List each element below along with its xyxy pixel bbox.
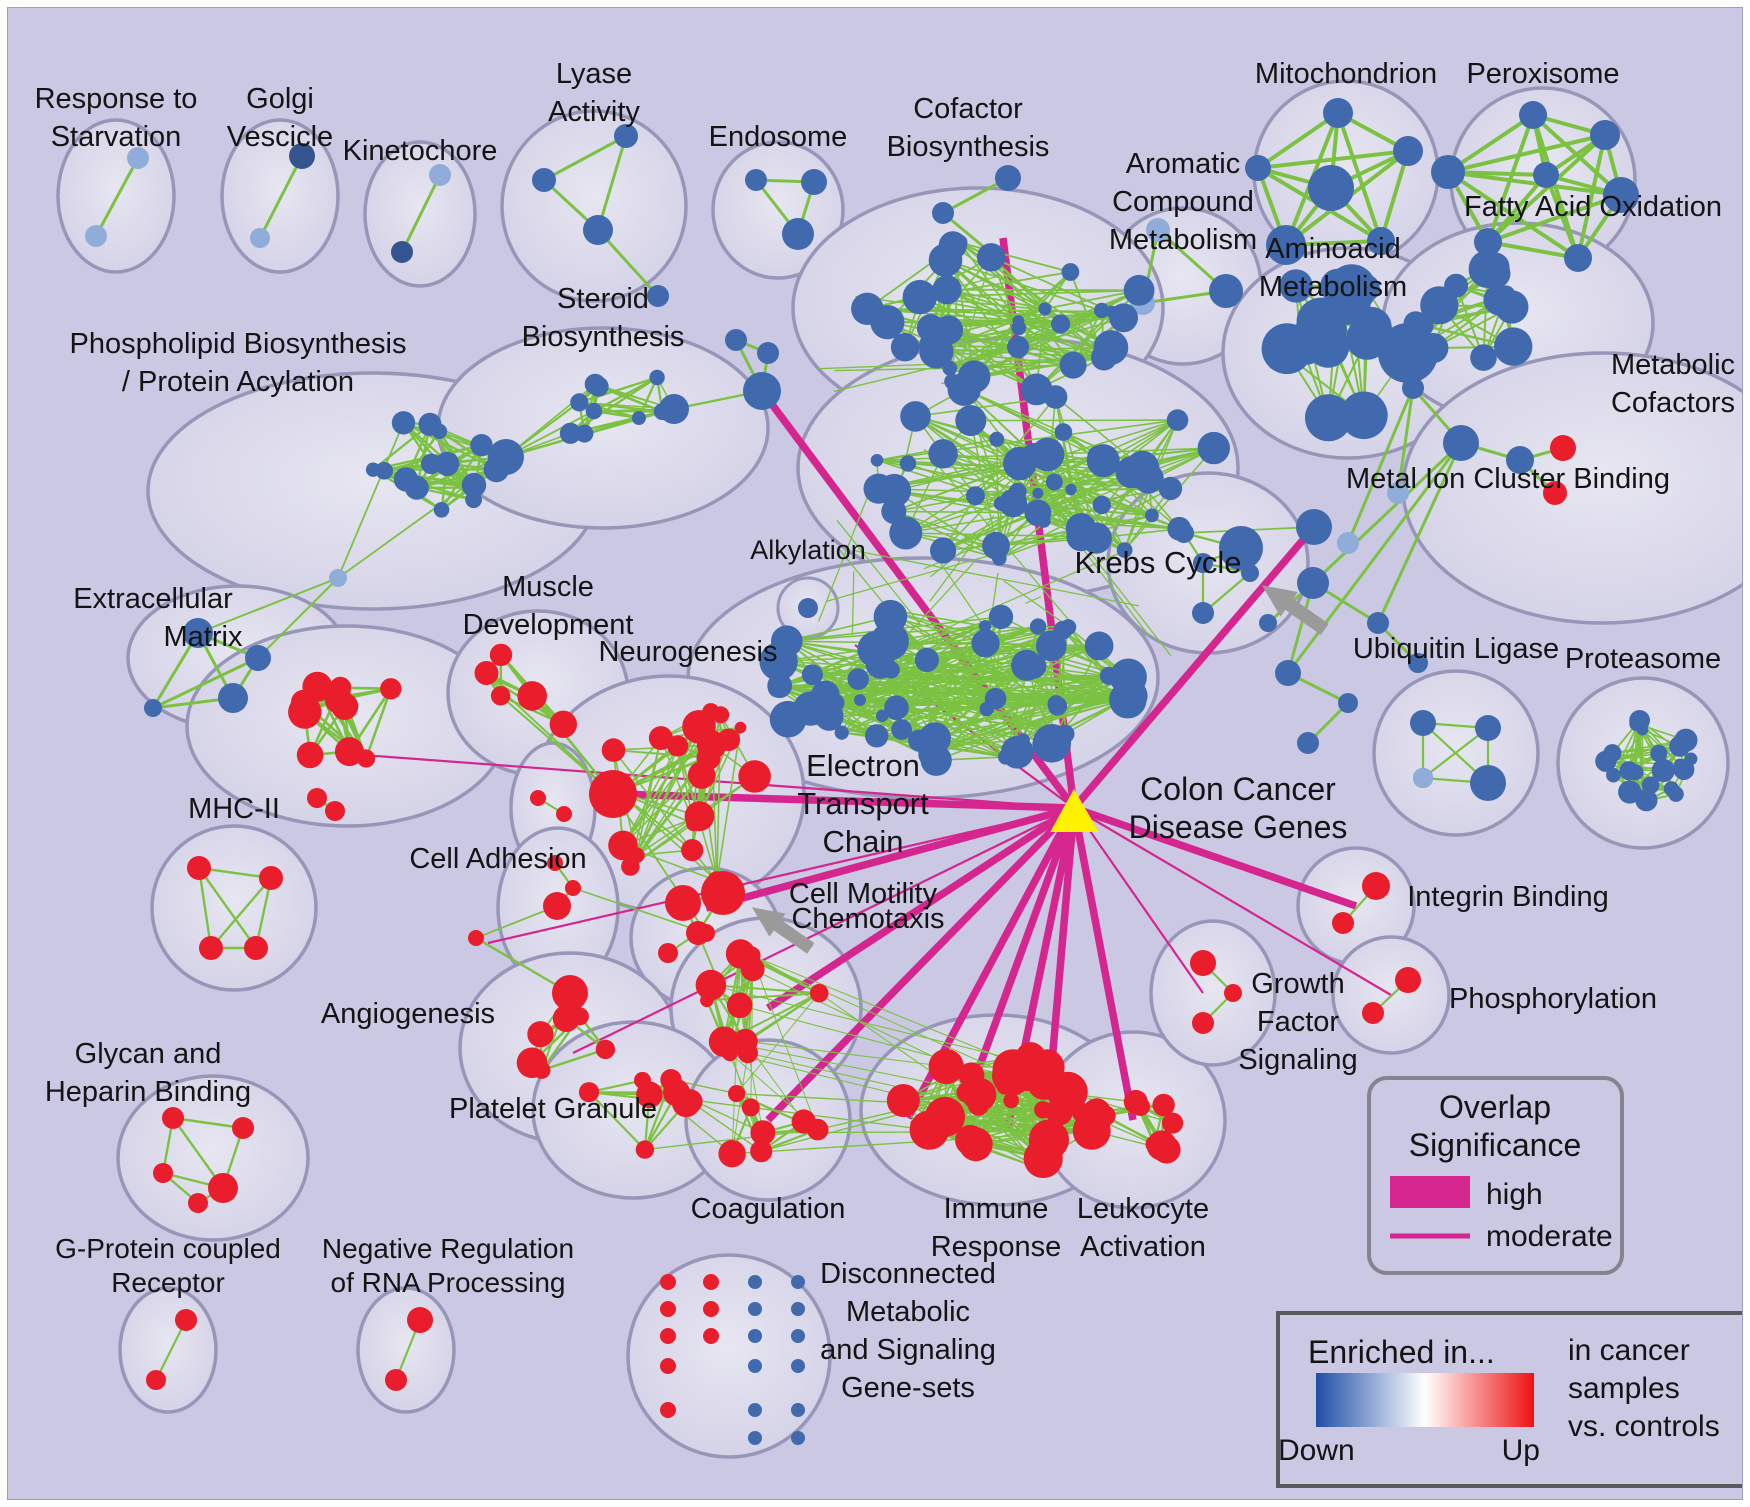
svg-text:Fatty Acid Oxidation: Fatty Acid Oxidation (1464, 191, 1722, 223)
svg-text:Kinetochore: Kinetochore (343, 135, 498, 167)
svg-text:Transport: Transport (797, 786, 929, 821)
svg-text:Matrix: Matrix (164, 621, 243, 653)
svg-text:Platelet Granule: Platelet Granule (449, 1093, 657, 1125)
svg-text:Disconnected: Disconnected (820, 1258, 996, 1290)
svg-text:Immune: Immune (944, 1193, 1049, 1225)
svg-text:Metal Ion Cluster Binding: Metal Ion Cluster Binding (1346, 463, 1670, 495)
svg-text:Chemotaxis: Chemotaxis (791, 903, 944, 935)
svg-text:Biosynthesis: Biosynthesis (522, 321, 685, 353)
svg-text:Metabolic: Metabolic (1611, 349, 1735, 381)
svg-text:Electron: Electron (806, 748, 920, 783)
svg-text:Alkylation: Alkylation (750, 535, 866, 565)
svg-text:and Signaling: and Signaling (820, 1334, 996, 1366)
svg-text:Extracellular: Extracellular (73, 583, 233, 615)
svg-text:Signaling: Signaling (1238, 1044, 1357, 1076)
svg-text:samples: samples (1568, 1372, 1680, 1405)
svg-text:Activation: Activation (1080, 1231, 1206, 1263)
svg-text:Enriched in...: Enriched in... (1308, 1334, 1495, 1370)
svg-text:vs. controls: vs. controls (1568, 1410, 1720, 1443)
svg-text:Biosynthesis: Biosynthesis (887, 131, 1050, 163)
svg-text:Integrin Binding: Integrin Binding (1407, 881, 1609, 913)
svg-text:Factor: Factor (1257, 1006, 1340, 1038)
svg-text:Negative Regulation: Negative Regulation (322, 1233, 574, 1264)
svg-text:Steroid: Steroid (557, 283, 649, 315)
svg-text:MHC-II: MHC-II (188, 793, 280, 825)
svg-text:Chain: Chain (823, 824, 904, 859)
svg-text:Heparin Binding: Heparin Binding (45, 1076, 251, 1108)
svg-text:Starvation: Starvation (51, 121, 182, 153)
svg-text:Leukocyte: Leukocyte (1077, 1193, 1209, 1225)
svg-text:Neurogenesis: Neurogenesis (599, 636, 778, 668)
svg-text:Ubiquitin Ligase: Ubiquitin Ligase (1353, 633, 1559, 665)
svg-text:Up: Up (1502, 1434, 1540, 1467)
svg-text:Mitochondrion: Mitochondrion (1255, 58, 1437, 90)
svg-text:Proteasome: Proteasome (1565, 643, 1721, 675)
svg-text:Down: Down (1278, 1434, 1355, 1467)
svg-text:moderate: moderate (1486, 1220, 1613, 1253)
svg-text:Metabolism: Metabolism (1259, 271, 1407, 303)
svg-text:Endosome: Endosome (709, 121, 848, 153)
svg-text:Krebs Cycle: Krebs Cycle (1074, 545, 1241, 580)
svg-text:Muscle: Muscle (502, 571, 594, 603)
svg-text:of RNA Processing: of RNA Processing (331, 1267, 566, 1298)
svg-text:Metabolic: Metabolic (846, 1296, 970, 1328)
svg-text:high: high (1486, 1178, 1543, 1211)
svg-text:Significance: Significance (1409, 1127, 1582, 1163)
svg-text:Aminoacid: Aminoacid (1265, 233, 1400, 265)
svg-text:Cofactor: Cofactor (913, 93, 1023, 125)
svg-text:Cell Adhesion: Cell Adhesion (409, 843, 586, 875)
svg-text:Aromatic: Aromatic (1126, 148, 1240, 180)
svg-text:in cancer: in cancer (1568, 1334, 1690, 1367)
svg-text:Golgi: Golgi (246, 83, 314, 115)
svg-text:Growth: Growth (1251, 968, 1344, 1000)
svg-text:Compound: Compound (1112, 186, 1254, 218)
svg-text:Glycan and: Glycan and (75, 1038, 222, 1070)
svg-text:Overlap: Overlap (1439, 1089, 1551, 1125)
svg-text:Angiogenesis: Angiogenesis (321, 998, 495, 1030)
svg-text:G-Protein coupled: G-Protein coupled (55, 1233, 281, 1264)
svg-text:Colon Cancer: Colon Cancer (1140, 771, 1336, 807)
svg-text:Receptor: Receptor (111, 1267, 225, 1298)
svg-text:Gene-sets: Gene-sets (841, 1372, 975, 1404)
svg-text:Phosphorylation: Phosphorylation (1449, 983, 1657, 1015)
svg-text:Phospholipid Biosynthesis: Phospholipid Biosynthesis (70, 328, 407, 360)
svg-text:Response to: Response to (35, 83, 198, 115)
svg-text:Coagulation: Coagulation (691, 1193, 846, 1225)
svg-text:Cofactors: Cofactors (1611, 387, 1735, 419)
svg-text:Lyase: Lyase (556, 58, 632, 90)
svg-text:Metabolism: Metabolism (1109, 224, 1257, 256)
svg-text:Disease Genes: Disease Genes (1129, 809, 1348, 845)
svg-text:Activity: Activity (548, 96, 640, 128)
svg-text:Peroxisome: Peroxisome (1466, 58, 1619, 90)
svg-text:Vescicle: Vescicle (227, 121, 333, 153)
svg-text:/ Protein Acylation: / Protein Acylation (122, 366, 354, 398)
